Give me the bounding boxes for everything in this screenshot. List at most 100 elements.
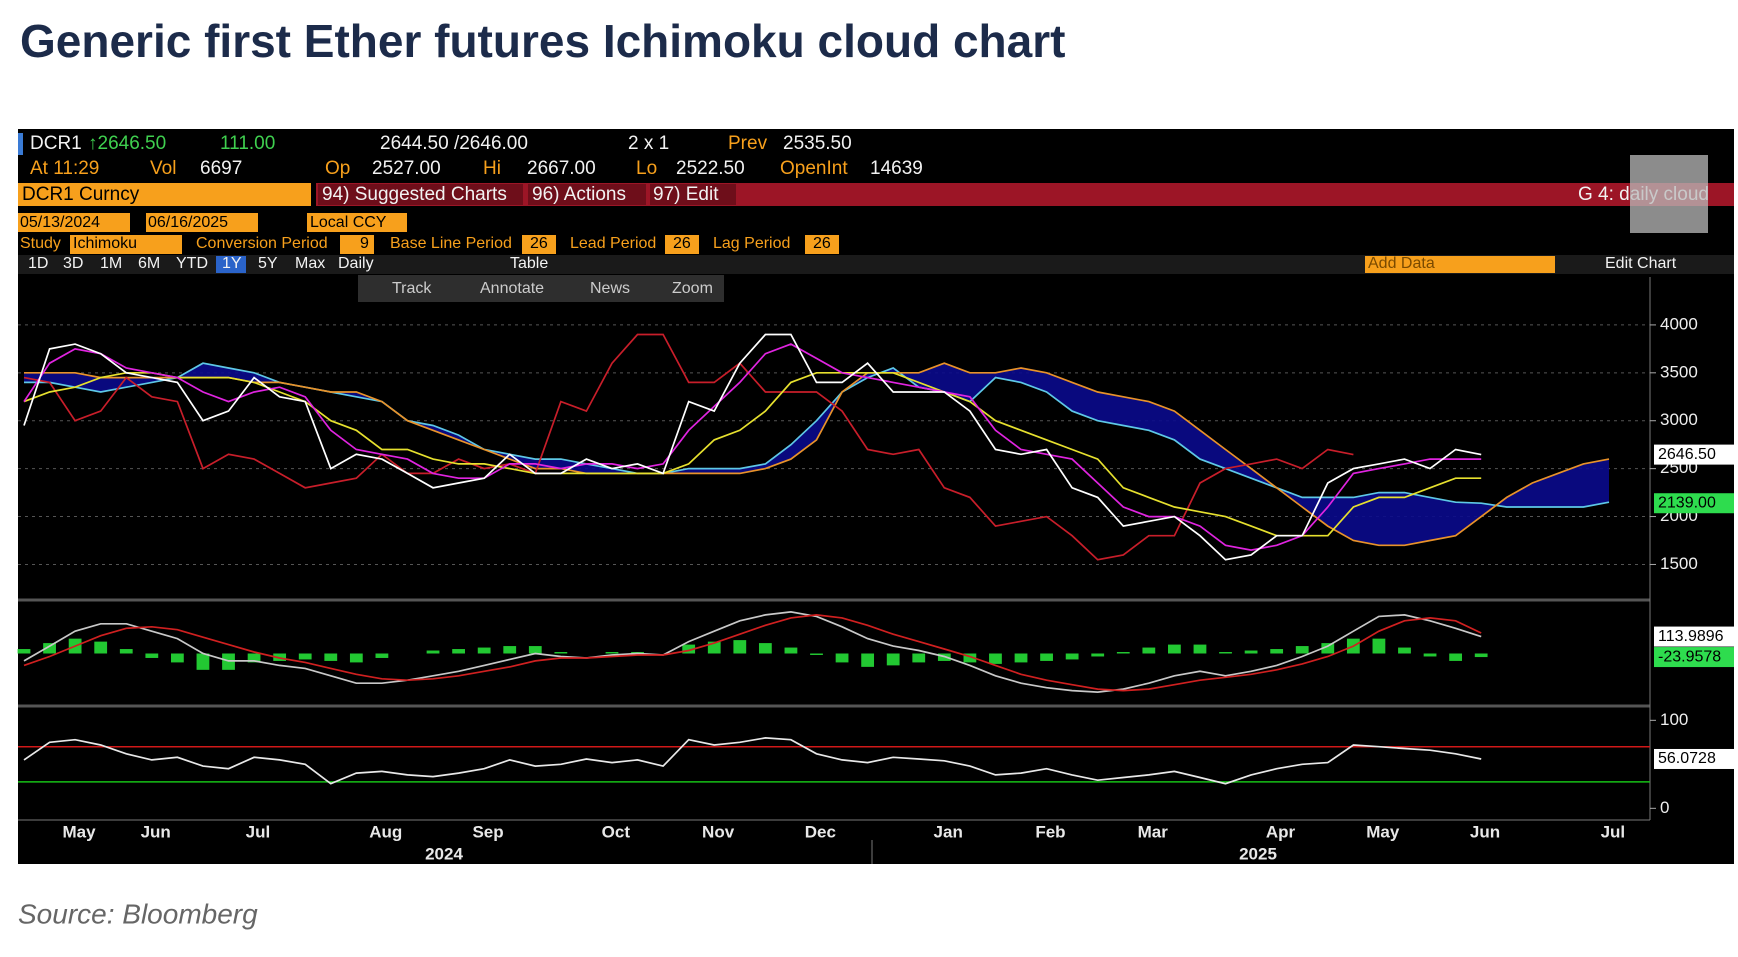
histogram-bar (1065, 653, 1079, 660)
marker (18, 133, 23, 155)
x-tick-label: Sep (472, 822, 503, 841)
end-date[interactable]: 06/16/2025 (148, 214, 228, 231)
date-box[interactable] (18, 213, 130, 232)
security[interactable]: DCR1 Curncy (22, 184, 140, 205)
histogram-bar (1219, 652, 1232, 654)
period[interactable]: 3D (63, 255, 83, 272)
x-tick-label: Jul (1601, 822, 1626, 841)
frequency[interactable]: Daily (338, 255, 374, 272)
param-box[interactable] (340, 235, 374, 254)
param-value[interactable]: 26 (530, 235, 548, 252)
value-label: -23.9578 (1658, 648, 1721, 665)
tool[interactable]: News (590, 280, 630, 297)
table-button[interactable]: Table (510, 255, 548, 272)
histogram-bar (605, 652, 619, 654)
param-box[interactable] (665, 235, 699, 254)
histogram-bar (733, 640, 747, 654)
value-label: 2139.00 (1658, 494, 1716, 511)
x-tick-label: Mar (1138, 822, 1169, 841)
histogram-bar (426, 650, 440, 654)
menu-item[interactable] (650, 184, 736, 205)
tool[interactable]: Track (392, 280, 432, 297)
start-date[interactable]: 05/13/2024 (20, 214, 100, 231)
period[interactable]: 1D (28, 255, 48, 272)
high: 2667.00 (527, 158, 596, 179)
histogram-bar (1193, 644, 1207, 654)
y-tick-label: 3500 (1660, 362, 1698, 381)
x-tick-label: Aug (369, 822, 402, 841)
study-box[interactable] (70, 235, 182, 254)
histogram-bar (1270, 649, 1284, 654)
edit-chart[interactable]: Edit Chart (1605, 255, 1677, 272)
series-line (23, 343, 1482, 551)
histogram-bar (1040, 653, 1053, 661)
value-label: 2646.50 (1658, 446, 1716, 463)
histogram-bar (1398, 647, 1411, 654)
histogram-bar (886, 653, 900, 666)
param-label: Conversion Period (196, 235, 328, 252)
terminal (18, 129, 1734, 864)
open-label: Op (325, 158, 350, 179)
oi-label: OpenInt (780, 158, 848, 179)
param-box[interactable] (522, 235, 556, 254)
period[interactable]: 6M (138, 255, 160, 272)
value-label-box (1654, 444, 1734, 465)
period[interactable]: Max (295, 255, 325, 272)
param-label: Base Line Period (390, 235, 512, 252)
currency[interactable]: Local CCY (310, 214, 387, 231)
study[interactable]: Ichimoku (73, 235, 137, 252)
y-tick-label: 1500 (1660, 554, 1698, 573)
histogram-bar (1372, 638, 1386, 654)
study-label: Study (20, 235, 61, 252)
time: At 11:29 (30, 158, 99, 179)
histogram-bar (1168, 644, 1181, 654)
value-label: 113.9896 (1658, 628, 1724, 645)
param-value[interactable]: 26 (813, 235, 831, 252)
currency-box[interactable] (307, 213, 407, 232)
overlay-button[interactable] (1630, 155, 1708, 233)
date-box[interactable] (146, 213, 258, 232)
series-line (23, 611, 1482, 693)
x-tick-label: Feb (1035, 822, 1065, 841)
add-data[interactable]: Add Data (1368, 255, 1435, 272)
x-tick-label: Jun (1470, 822, 1500, 841)
histogram-bar (94, 641, 108, 654)
menu-item[interactable]: 97) Edit (653, 184, 719, 205)
histogram-bar (17, 649, 31, 654)
menu-item[interactable]: 94) Suggested Charts (322, 184, 507, 205)
histogram-bar (1295, 646, 1309, 654)
x-tick-label: Jul (246, 822, 271, 841)
histogram-bar (145, 653, 159, 658)
param-box[interactable] (805, 235, 839, 254)
histogram-bar (963, 653, 977, 663)
period[interactable]: 5Y (258, 255, 278, 272)
tool[interactable]: Annotate (480, 280, 544, 297)
menu-item[interactable]: 96) Actions (532, 184, 626, 205)
histogram-bar (912, 653, 926, 663)
series-line (24, 362, 1610, 547)
tool[interactable]: Zoom (672, 280, 713, 297)
param-value[interactable]: 9 (360, 235, 369, 252)
add-data-box[interactable] (1365, 256, 1555, 273)
histogram-bar (1474, 653, 1488, 658)
histogram-bar (1244, 650, 1258, 654)
histogram-bar (810, 653, 823, 655)
histogram-bar (989, 653, 1002, 664)
value-label-box (1654, 626, 1734, 647)
param-value[interactable]: 26 (673, 235, 691, 252)
period[interactable]: 1Y (222, 255, 242, 272)
period[interactable]: 1M (100, 255, 122, 272)
param-label: Lag Period (713, 235, 790, 252)
security-box[interactable] (18, 183, 311, 206)
period[interactable]: YTD (176, 255, 208, 272)
histogram-bar (298, 653, 312, 660)
change: 111.00 (220, 133, 275, 154)
y-tick-label: 100 (1660, 710, 1688, 729)
x-tick-label: Dec (805, 822, 836, 841)
menu-item[interactable] (318, 184, 523, 205)
vol-label: Vol (150, 158, 176, 179)
series-line (23, 737, 1482, 785)
value-label-box (1654, 493, 1734, 514)
menu-item[interactable] (528, 184, 646, 205)
